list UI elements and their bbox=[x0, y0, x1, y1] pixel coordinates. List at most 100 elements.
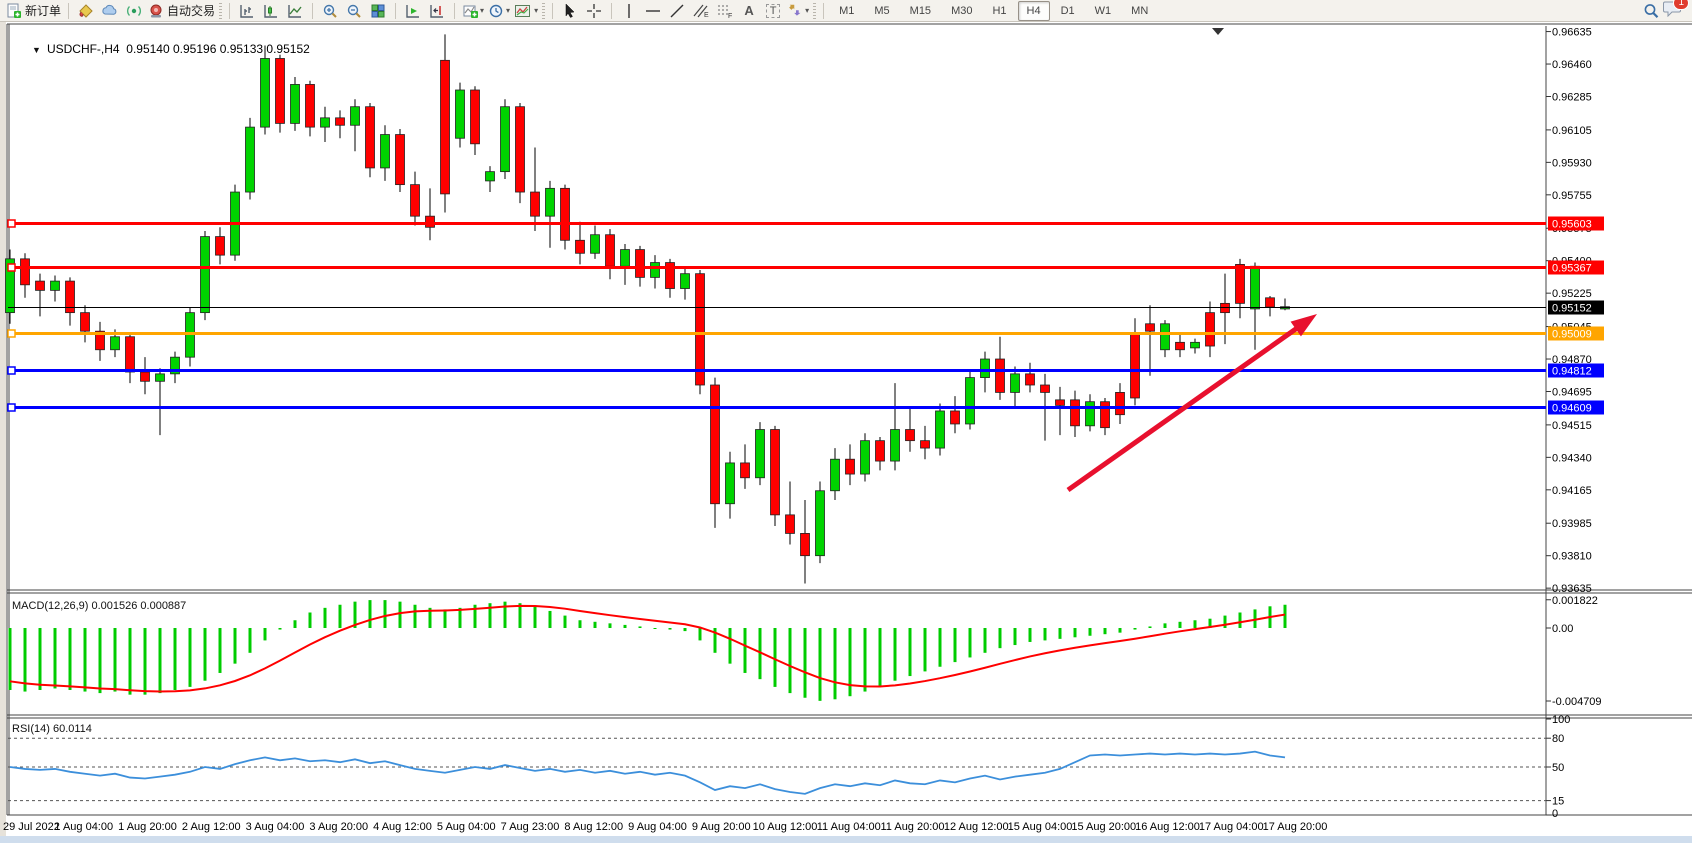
candle bbox=[890, 429, 900, 462]
line-handle[interactable] bbox=[7, 403, 16, 412]
cursor-tool-button[interactable] bbox=[559, 0, 581, 22]
line-handle[interactable] bbox=[7, 263, 16, 272]
text-tool-icon: A bbox=[744, 3, 754, 18]
candle bbox=[5, 258, 15, 314]
macd-bar bbox=[1043, 628, 1047, 641]
macd-panel: 0.001822 0.00 -0.004709 bbox=[8, 595, 1602, 708]
styler-button[interactable] bbox=[75, 0, 97, 22]
macd-bar bbox=[338, 604, 342, 628]
channel-tool-button[interactable]: E bbox=[690, 0, 712, 22]
candle bbox=[335, 117, 345, 126]
timeframe-button-H1[interactable]: H1 bbox=[992, 4, 1007, 17]
timeframe-button-H4[interactable]: H4 bbox=[1017, 0, 1050, 21]
crosshair-tool-button[interactable] bbox=[583, 0, 605, 22]
templates-button[interactable]: ▾ bbox=[513, 0, 539, 22]
chart-canvas[interactable]: 0.96635 0.96460 0.96285 0.96105 0.95930 0.957… bbox=[0, 22, 1692, 843]
macd-bar bbox=[383, 600, 387, 628]
label-tool-button[interactable]: T bbox=[762, 0, 784, 22]
timeframe-button-M30[interactable]: M30 bbox=[951, 4, 973, 17]
candle bbox=[995, 358, 1005, 393]
candle bbox=[1025, 373, 1035, 386]
autotrade-button[interactable]: 自动交易 bbox=[147, 0, 216, 22]
svg-text:11 Aug 20:00: 11 Aug 20:00 bbox=[880, 821, 944, 833]
timeframe-button-W1[interactable]: W1 bbox=[1094, 4, 1112, 17]
timeframe-bar: M1 M5 M15 M30 H1 H4 D1 W1 MN bbox=[829, 0, 1158, 21]
signals-button[interactable] bbox=[123, 0, 145, 22]
timeframe-button-M5[interactable]: M5 bbox=[874, 4, 890, 17]
svg-text:0.93810: 0.93810 bbox=[1552, 551, 1592, 563]
template-icon bbox=[515, 4, 531, 17]
macd-bar bbox=[1013, 628, 1017, 646]
trendline-tool-button[interactable] bbox=[666, 0, 688, 22]
macd-bar bbox=[68, 628, 72, 690]
timeframe-button-MN[interactable]: MN bbox=[1131, 4, 1149, 17]
vline-tool-button[interactable] bbox=[618, 0, 640, 22]
svg-text:0.95225: 0.95225 bbox=[1552, 288, 1592, 300]
svg-text:0.94165: 0.94165 bbox=[1552, 485, 1592, 497]
candle bbox=[1190, 341, 1200, 349]
arrows-tool-button[interactable]: ▾ bbox=[786, 0, 810, 22]
trend-arrow[interactable] bbox=[1066, 314, 1317, 493]
candle bbox=[920, 440, 930, 449]
macd-bar bbox=[968, 628, 972, 658]
new-order-button[interactable]: 新订单 bbox=[5, 0, 62, 22]
label-tool-icon: T bbox=[765, 3, 781, 18]
chat-button[interactable]: 1 bbox=[1663, 0, 1689, 22]
chart-shift-button[interactable] bbox=[426, 0, 448, 22]
indicators-button[interactable]: ▾ bbox=[461, 0, 485, 22]
candle bbox=[80, 312, 90, 332]
svg-text:15 Aug 20:00: 15 Aug 20:00 bbox=[1071, 821, 1136, 833]
text-tool-button[interactable]: A bbox=[738, 0, 760, 22]
line-chart-mode-button[interactable] bbox=[284, 0, 306, 22]
hline-tool-button[interactable] bbox=[642, 0, 664, 22]
candle bbox=[635, 249, 645, 278]
macd-bar bbox=[1103, 628, 1107, 635]
macd-bar bbox=[128, 628, 132, 695]
tile-windows-button[interactable] bbox=[367, 0, 389, 22]
line-handle[interactable] bbox=[7, 219, 16, 228]
macd-bar bbox=[173, 628, 177, 690]
svg-text:12 Aug 12:00: 12 Aug 12:00 bbox=[944, 821, 1009, 833]
candle bbox=[125, 336, 135, 373]
svg-text:0.94609: 0.94609 bbox=[1552, 403, 1592, 415]
macd-bar bbox=[23, 628, 27, 692]
chart-shift-marker[interactable] bbox=[1212, 28, 1224, 35]
line-handle[interactable] bbox=[7, 329, 16, 338]
macd-bar bbox=[518, 603, 522, 628]
bar-chart-mode-button[interactable] bbox=[236, 0, 258, 22]
svg-text:0.96285: 0.96285 bbox=[1552, 92, 1592, 104]
macd-bar bbox=[143, 628, 147, 695]
svg-text:15 Aug 04:00: 15 Aug 04:00 bbox=[1008, 821, 1073, 833]
fibonacci-tool-button[interactable]: F bbox=[714, 0, 736, 22]
candle bbox=[500, 106, 510, 173]
auto-scroll-button[interactable] bbox=[402, 0, 424, 22]
timeframe-button-M15[interactable]: M15 bbox=[909, 4, 932, 17]
macd-bar bbox=[1223, 615, 1227, 628]
macd-bar bbox=[413, 604, 417, 628]
macd-bar bbox=[1208, 618, 1212, 628]
macd-bar bbox=[188, 628, 192, 687]
candlestick-mode-button[interactable] bbox=[260, 0, 282, 22]
zoom-out-button[interactable] bbox=[343, 0, 365, 22]
arrows-tool-icon bbox=[789, 4, 801, 16]
svg-text:0.94340: 0.94340 bbox=[1552, 452, 1592, 464]
search-button[interactable] bbox=[1640, 0, 1662, 22]
svg-text:0.94812: 0.94812 bbox=[1552, 366, 1592, 378]
rsi-line bbox=[9, 750, 1286, 795]
svg-text:0.94695: 0.94695 bbox=[1552, 386, 1592, 398]
symbol-dropdown-icon[interactable]: ▼ bbox=[32, 45, 41, 55]
candle bbox=[1235, 264, 1245, 304]
candle bbox=[35, 280, 45, 291]
candle bbox=[140, 371, 150, 382]
line-handle[interactable] bbox=[7, 366, 16, 375]
macd-bar bbox=[953, 628, 957, 663]
svg-text:29 Jul 2022: 29 Jul 2022 bbox=[3, 821, 60, 833]
cloud-button[interactable] bbox=[99, 0, 121, 22]
svg-text:8 Aug 12:00: 8 Aug 12:00 bbox=[564, 821, 623, 833]
timeframe-button-M1[interactable]: M1 bbox=[839, 4, 855, 17]
svg-text:15: 15 bbox=[1552, 796, 1564, 808]
candle bbox=[440, 59, 450, 195]
timeframe-button-D1[interactable]: D1 bbox=[1060, 4, 1075, 17]
zoom-in-button[interactable] bbox=[319, 0, 341, 22]
periods-button[interactable]: ▾ bbox=[487, 0, 511, 22]
